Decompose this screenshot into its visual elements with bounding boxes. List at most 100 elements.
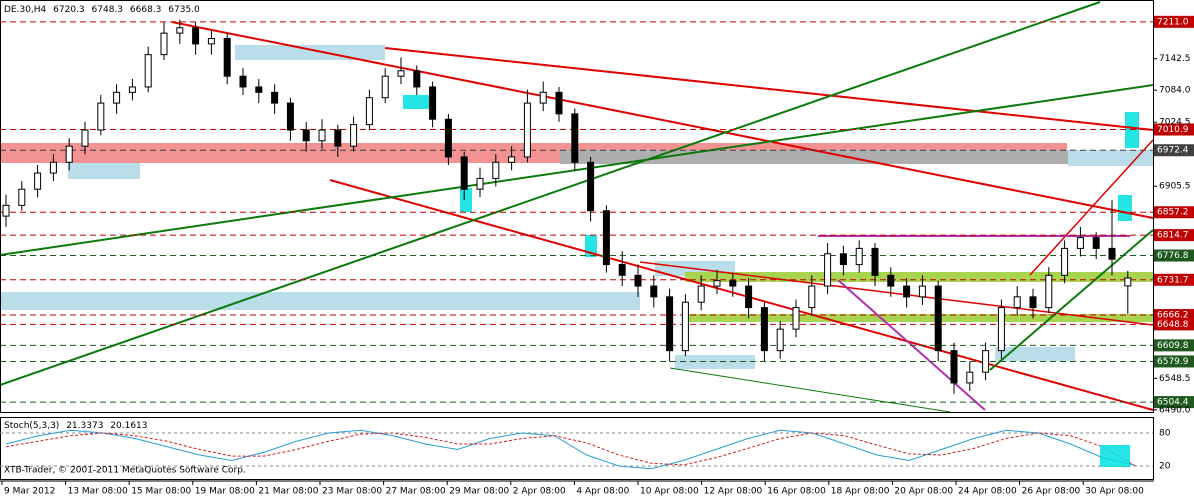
level-label: 6648.8 — [1157, 320, 1189, 330]
y-tick-label: 6548.5 — [1159, 374, 1191, 384]
stoch-frame — [0, 417, 1154, 480]
candle-body — [523, 102, 531, 158]
y-tick-label: 6905.5 — [1159, 182, 1191, 192]
blue-zone — [1068, 150, 1153, 166]
level-box — [1154, 318, 1194, 331]
candle-body — [666, 296, 674, 352]
candle-body — [113, 91, 121, 104]
blue-zone — [995, 347, 1075, 361]
candle-body — [824, 253, 832, 287]
trend-line — [989, 229, 1154, 371]
close-label: 6735.0 — [168, 5, 200, 15]
trend-line — [0, 1, 1101, 386]
cyan-zone — [403, 95, 433, 109]
symbol: DE.30,H4 — [4, 5, 47, 15]
candle-body — [587, 161, 595, 212]
blue-zone — [0, 292, 640, 310]
stoch-panel: 80 20 — [0, 429, 1171, 472]
candle-body — [982, 350, 990, 373]
blue-zone — [68, 163, 140, 179]
x-tick-label: 18 Apr 08:00 — [831, 487, 890, 497]
level-label: 6666.2 — [1157, 311, 1189, 321]
level-box — [1154, 15, 1194, 28]
candle-body — [1092, 237, 1100, 249]
candle-body — [318, 129, 326, 142]
level-label: 6731.7 — [1157, 275, 1189, 285]
chart-header: DE.30,H4 6720.3 6748.3 6668.3 6735.0 — [4, 5, 200, 15]
x-tick-label: 23 Mar 08:00 — [322, 487, 382, 497]
y-tick-label: 7024.5 — [1159, 118, 1191, 128]
candle-body — [1108, 247, 1116, 260]
x-axis: 9 Mar 2012 13 Mar 08:00 15 Mar 08:00 19 Mar… — [1, 481, 1144, 497]
candle-body — [444, 118, 452, 158]
candle-body — [934, 285, 942, 352]
level-box — [1154, 339, 1194, 352]
high-label: 6748.3 — [92, 5, 124, 15]
level-label: 6776.8 — [1157, 251, 1189, 261]
trend-line — [639, 261, 1154, 326]
low-label: 6668.3 — [130, 5, 162, 15]
trend-line — [171, 21, 1154, 219]
x-tick-label: 26 Apr 08:00 — [1022, 487, 1081, 497]
candle-body — [34, 172, 42, 190]
candle-body — [776, 328, 784, 352]
candle-body — [302, 129, 310, 142]
candle-body — [2, 204, 10, 217]
stoch-main-value: 21.3373 — [66, 421, 103, 431]
x-tick-label: 10 Apr 08:00 — [640, 487, 699, 497]
candle-body — [381, 75, 389, 99]
green-zone — [685, 314, 1153, 322]
candle-body — [460, 156, 468, 190]
level-box — [1154, 273, 1194, 286]
candle-body — [192, 27, 200, 45]
trend-line — [329, 179, 1154, 411]
x-tick-label: 19 Mar 08:00 — [195, 487, 255, 497]
candle-body — [160, 32, 168, 56]
x-tick-label: 27 Mar 08:00 — [386, 487, 446, 497]
stoch-signal-value: 20.1613 — [110, 421, 147, 431]
candle-body — [808, 285, 816, 309]
x-tick-label: 29 Mar 08:00 — [449, 487, 509, 497]
candle-body — [334, 129, 342, 147]
candle-body — [413, 70, 421, 88]
blue-zone — [675, 355, 755, 369]
candle-body — [650, 285, 658, 298]
candle-body — [429, 86, 437, 120]
candle-body — [839, 253, 847, 266]
x-tick-label: 20 Apr 08:00 — [894, 487, 953, 497]
candle-body — [81, 129, 89, 147]
level-box — [1154, 396, 1194, 409]
stoch-line — [5, 429, 1136, 470]
candle-body — [681, 301, 689, 352]
candle-body — [539, 91, 547, 104]
stoch-name: Stoch(5,3,3) — [4, 421, 59, 431]
candle-body — [1029, 296, 1037, 309]
x-tick-label: 24 Apr 08:00 — [958, 487, 1017, 497]
candle-body — [1061, 247, 1069, 276]
candle-body — [508, 156, 516, 163]
candle-body — [1045, 274, 1053, 309]
candle-body — [729, 280, 737, 287]
stoch-tick-label: 80 — [1159, 429, 1171, 439]
x-tick-label: 30 Apr 08:00 — [1085, 487, 1144, 497]
candles — [2, 19, 1132, 394]
trend-line — [669, 367, 951, 413]
candle-body — [255, 86, 263, 93]
cyan-zone — [460, 188, 472, 212]
candle-body — [223, 38, 231, 77]
candle-body — [966, 371, 974, 384]
x-tick-label: 16 Apr 08:00 — [767, 487, 826, 497]
candle-body — [18, 188, 26, 206]
candle-body — [571, 113, 579, 163]
candle-body — [49, 161, 57, 174]
level-box — [1154, 229, 1194, 242]
level-label: 7010.9 — [1157, 125, 1189, 135]
candle-body — [144, 54, 152, 88]
candle-body — [365, 97, 373, 126]
level-box — [1154, 206, 1194, 219]
candle-body — [476, 177, 484, 190]
candle-body — [65, 145, 73, 163]
candle-body — [97, 102, 105, 131]
trend-lines — [0, 1, 1154, 413]
candle-body — [634, 274, 642, 287]
